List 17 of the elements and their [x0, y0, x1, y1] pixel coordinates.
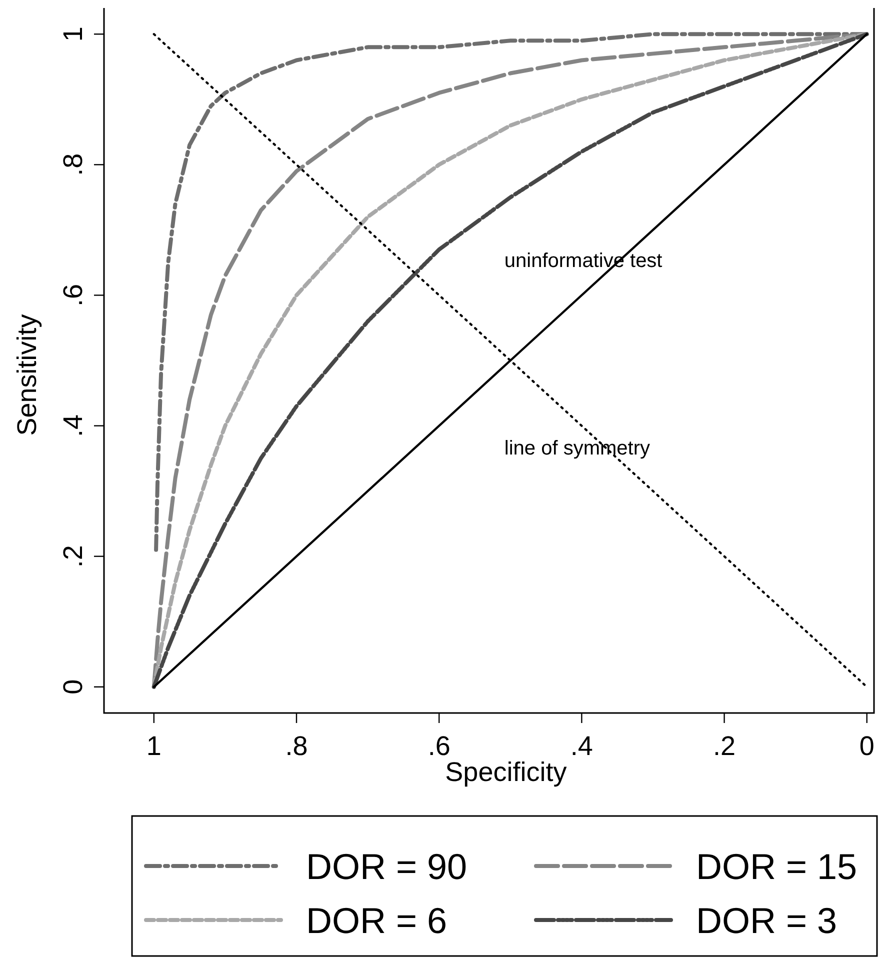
- y-tick-label: 0: [58, 679, 88, 694]
- legend-label: DOR = 6: [306, 900, 448, 941]
- legend-label: DOR = 15: [696, 846, 858, 887]
- x-tick-label: 1: [146, 731, 162, 761]
- y-tick-label: 1: [58, 26, 88, 42]
- x-tick-label: .4: [570, 731, 593, 761]
- y-tick-label: .4: [58, 414, 88, 438]
- x-tick-label: 0: [859, 731, 874, 761]
- x-tick-label: .2: [713, 731, 736, 761]
- legend-label: DOR = 3: [696, 900, 838, 941]
- y-axis-title: Sensitivity: [12, 314, 42, 436]
- y-tick-label: .6: [58, 284, 88, 306]
- x-tick-label: .8: [285, 731, 308, 761]
- y-tick-label: .2: [58, 545, 88, 568]
- y-tick-label: .8: [58, 153, 88, 176]
- legend-label: DOR = 90: [306, 846, 468, 887]
- annotation: line of symmetry: [504, 438, 650, 460]
